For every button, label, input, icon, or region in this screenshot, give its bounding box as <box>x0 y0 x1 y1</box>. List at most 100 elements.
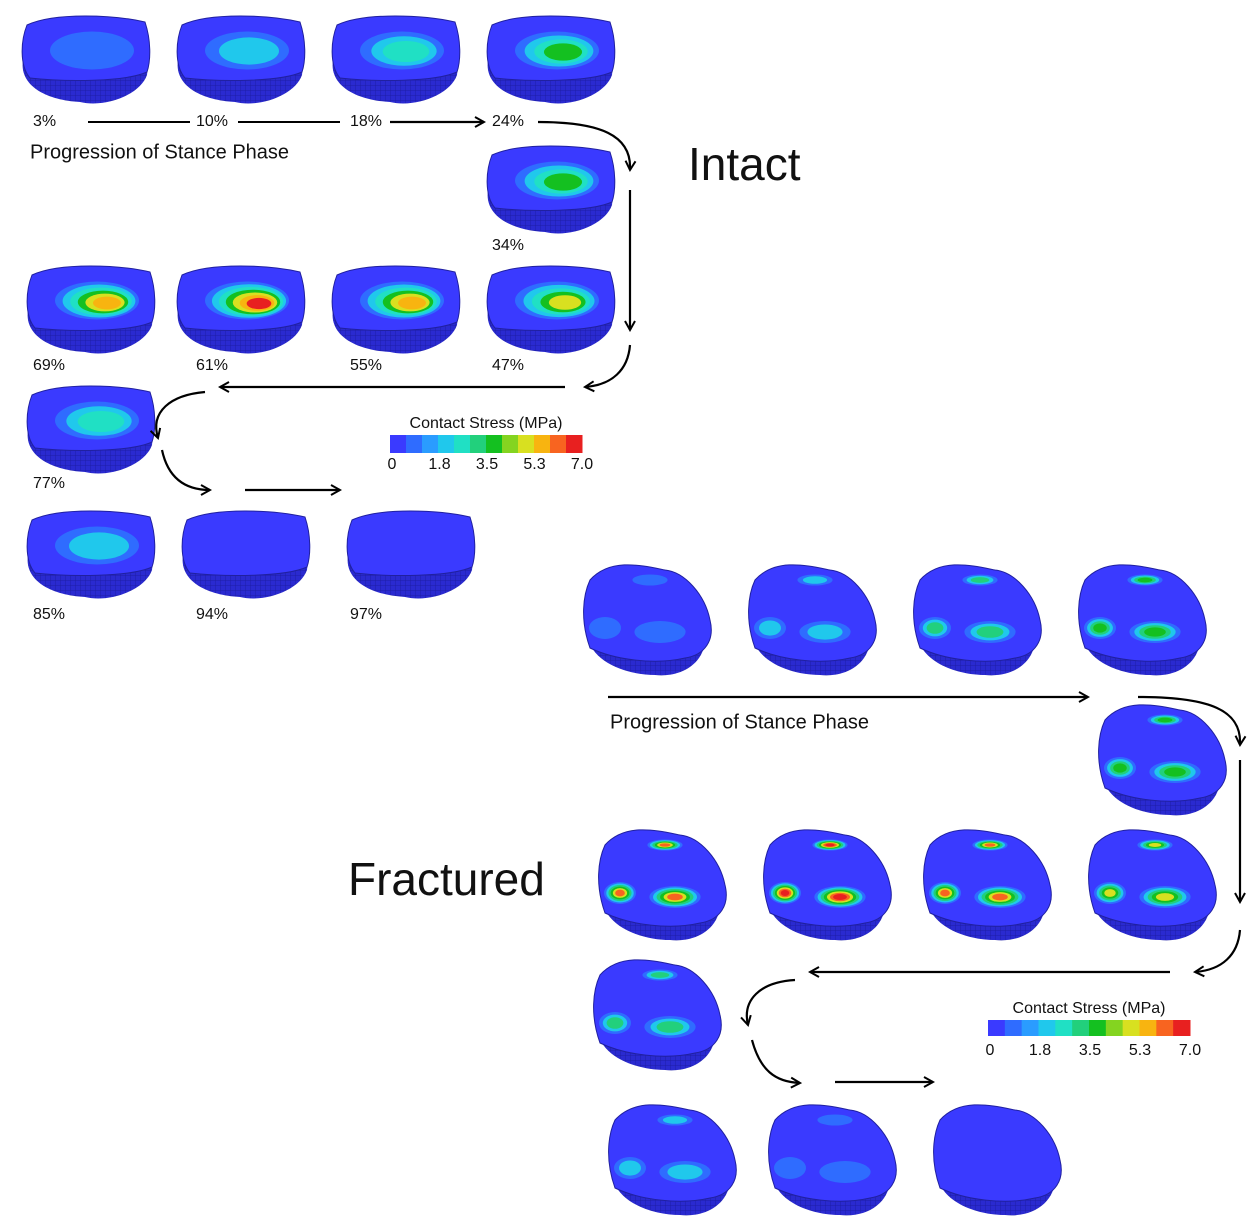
contact-map <box>764 830 892 940</box>
stress-zone <box>781 890 790 896</box>
stress-zone <box>1149 843 1161 847</box>
stress-zone <box>667 1164 702 1179</box>
colorbar-tick: 1.8 <box>428 456 450 473</box>
frame-label: 47% <box>492 357 524 374</box>
fractured-caption: Progression of Stance Phase <box>610 711 869 733</box>
colorbar-swatch <box>454 435 471 453</box>
colorbar-swatch <box>1072 1020 1089 1036</box>
colorbar-swatch <box>470 435 487 453</box>
intact-caption: Progression of Stance Phase <box>30 141 289 163</box>
colorbar-swatch <box>988 1020 1005 1036</box>
stress-zone <box>607 1017 624 1029</box>
stress-zone <box>1138 578 1153 583</box>
contact-map <box>332 266 460 353</box>
stress-zone <box>663 1116 687 1124</box>
surface <box>934 1105 1062 1201</box>
stress-zone <box>1164 767 1186 776</box>
stress-zone <box>1113 763 1127 772</box>
colorbar-swatch <box>1055 1020 1072 1036</box>
stress-zone <box>651 972 669 978</box>
stress-zone <box>544 173 582 190</box>
stress-zone <box>247 298 272 309</box>
frame-label: 77% <box>33 475 65 492</box>
stress-zone <box>660 843 671 846</box>
colorbar-tick: 1.8 <box>1029 1042 1051 1059</box>
contact-map <box>22 16 150 103</box>
intact-title: Intact <box>688 138 801 190</box>
contact-map <box>177 266 305 353</box>
frame-label: 97% <box>350 606 382 623</box>
stress-zone <box>807 624 842 639</box>
stress-zone <box>619 1160 641 1175</box>
frame-label: 61% <box>196 357 228 374</box>
stress-zone <box>1093 623 1107 632</box>
contact-map <box>609 1105 737 1215</box>
colorbars: Contact Stress (MPa)01.83.55.37.0Contact… <box>388 415 1202 1059</box>
figure: Intact Fractured Progression of Stance P… <box>0 0 1255 1220</box>
stress-zone <box>817 1115 852 1126</box>
stress-zone <box>1158 718 1173 723</box>
contact-map <box>347 511 475 598</box>
colorbar-tick: 5.3 <box>523 456 545 473</box>
colorbar-swatch <box>1140 1020 1157 1036</box>
stress-zone <box>992 894 1008 901</box>
contact-map <box>934 1105 1062 1215</box>
stress-zone <box>759 620 781 635</box>
colorbar-tick: 7.0 <box>1179 1042 1201 1059</box>
surface <box>182 511 310 575</box>
stress-zone <box>971 577 989 583</box>
frame-label: 55% <box>350 357 382 374</box>
stress-zone <box>774 1157 806 1179</box>
stress-zone <box>803 576 827 584</box>
surface <box>347 511 475 575</box>
contact-map <box>177 16 305 103</box>
colorbar-tick: 3.5 <box>476 456 498 473</box>
colorbar-swatch <box>406 435 423 453</box>
contact-map <box>27 386 155 473</box>
colorbar-swatch <box>422 435 439 453</box>
contact-map <box>924 830 1052 940</box>
colorbar-swatch <box>502 435 519 453</box>
stress-zone <box>634 621 685 643</box>
stress-zone <box>940 890 950 897</box>
colorbar-tick: 3.5 <box>1079 1042 1101 1059</box>
stress-zone <box>398 297 426 310</box>
colorbar-swatch <box>1106 1020 1123 1036</box>
contact-map <box>914 565 1042 675</box>
colorbar-tick: 0 <box>986 1042 995 1059</box>
stress-zone <box>985 843 996 846</box>
colorbar-title: Contact Stress (MPa) <box>410 415 563 432</box>
colorbar-swatch <box>390 435 407 453</box>
contact-map <box>1089 830 1217 940</box>
frame-label: 10% <box>196 113 228 130</box>
stress-zone <box>50 32 134 70</box>
contact-map <box>487 266 615 353</box>
stress-zone <box>825 844 834 847</box>
colorbar-swatch <box>518 435 535 453</box>
stress-zone <box>927 622 944 634</box>
stress-zone <box>589 617 621 639</box>
stress-zone <box>544 43 582 60</box>
frame-label: 94% <box>196 606 228 623</box>
colorbar-swatch <box>1022 1020 1039 1036</box>
frame-label: 85% <box>33 606 65 623</box>
stress-zone <box>615 890 625 897</box>
stress-zone <box>93 297 121 310</box>
stress-zone <box>78 411 125 432</box>
frame-label: 24% <box>492 113 524 130</box>
contact-map <box>487 16 615 103</box>
stress-zone <box>383 41 430 62</box>
contact-map <box>182 511 310 598</box>
colorbar-tick: 5.3 <box>1129 1042 1151 1059</box>
colorbar-swatch <box>566 435 583 453</box>
stress-zone <box>632 575 667 586</box>
colorbar-swatch <box>550 435 567 453</box>
stress-zone <box>219 37 279 64</box>
frame-label: 34% <box>492 237 524 254</box>
colorbar-swatch <box>1173 1020 1190 1036</box>
contact-map <box>1079 565 1207 675</box>
stress-zone <box>1156 893 1174 901</box>
stress-zone <box>69 532 129 559</box>
contact-map <box>769 1105 897 1215</box>
stress-zone <box>657 1021 684 1033</box>
